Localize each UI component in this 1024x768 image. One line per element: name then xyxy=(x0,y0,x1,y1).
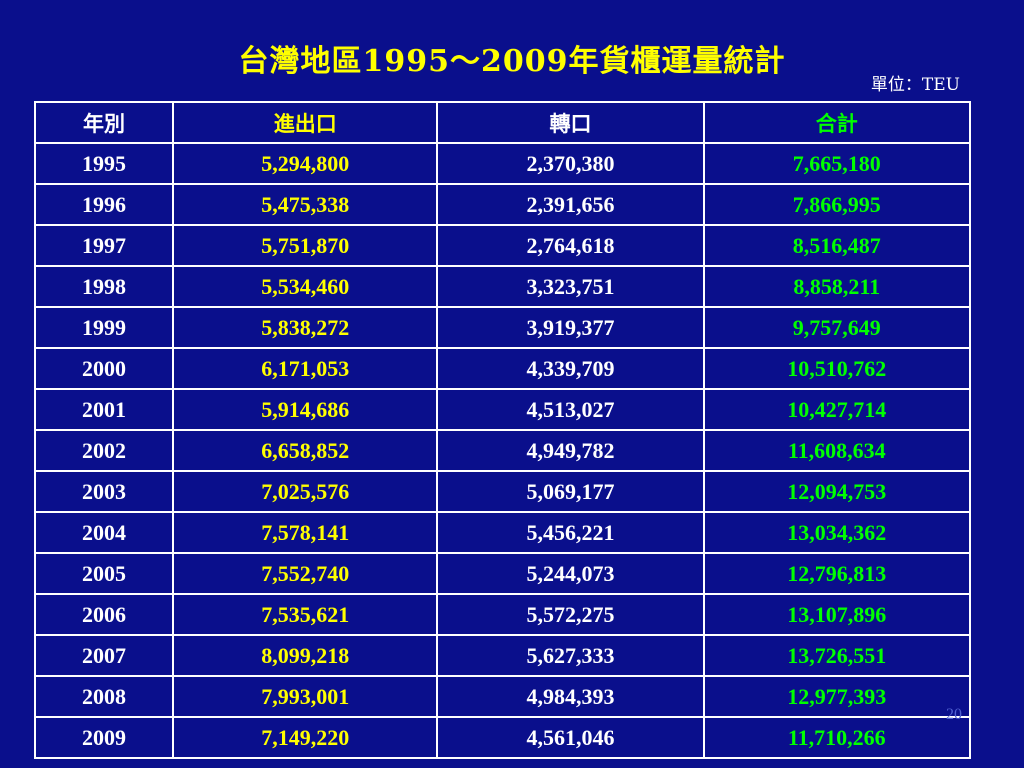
cell-total: 10,510,762 xyxy=(702,347,972,390)
cell-import-export: 7,552,740 xyxy=(172,552,439,595)
header-total: 合計 xyxy=(702,101,972,144)
cell-total: 12,094,753 xyxy=(702,470,972,513)
page-title: 台灣地區1995～2009年貨櫃運量統計 xyxy=(238,44,786,79)
cell-total: 9,757,649 xyxy=(702,306,972,349)
table-row: 1996 5,475,338 2,391,656 7,866,995 xyxy=(33,183,972,226)
cell-transship: 3,323,751 xyxy=(436,265,705,308)
cell-import-export: 6,171,053 xyxy=(172,347,439,390)
cell-year: 2003 xyxy=(33,470,175,513)
table-header-row: 年別 進出口 轉口 合計 xyxy=(33,101,972,144)
table-row: 1998 5,534,460 3,323,751 8,858,211 xyxy=(33,265,972,308)
cell-total: 11,608,634 xyxy=(702,429,972,472)
table-row: 2001 5,914,686 4,513,027 10,427,714 xyxy=(33,388,972,431)
cell-transship: 4,984,393 xyxy=(436,675,705,718)
table-row: 2006 7,535,621 5,572,275 13,107,896 xyxy=(33,593,972,636)
cell-import-export: 5,914,686 xyxy=(172,388,439,431)
header-transship: 轉口 xyxy=(436,101,705,144)
header-import-export: 進出口 xyxy=(172,101,439,144)
cell-year: 2009 xyxy=(33,716,175,759)
cell-import-export: 5,838,272 xyxy=(172,306,439,349)
cell-import-export: 5,534,460 xyxy=(172,265,439,308)
cell-transship: 5,572,275 xyxy=(436,593,705,636)
cell-import-export: 7,578,141 xyxy=(172,511,439,554)
cell-total: 10,427,714 xyxy=(702,388,972,431)
table-row: 2004 7,578,141 5,456,221 13,034,362 xyxy=(33,511,972,554)
cell-year: 1997 xyxy=(33,224,175,267)
cell-transship: 5,456,221 xyxy=(436,511,705,554)
table-row: 1999 5,838,272 3,919,377 9,757,649 xyxy=(33,306,972,349)
cell-transship: 3,919,377 xyxy=(436,306,705,349)
cell-year: 1996 xyxy=(33,183,175,226)
table-row: 2008 7,993,001 4,984,393 12,977,393 xyxy=(33,675,972,718)
cell-total: 12,977,393 xyxy=(702,675,972,718)
table-row: 2003 7,025,576 5,069,177 12,094,753 xyxy=(33,470,972,513)
header-year: 年別 xyxy=(33,101,175,144)
cell-transship: 4,561,046 xyxy=(436,716,705,759)
cell-total: 13,034,362 xyxy=(702,511,972,554)
cell-total: 13,726,551 xyxy=(702,634,972,677)
table-row: 2005 7,552,740 5,244,073 12,796,813 xyxy=(33,552,972,595)
cell-year: 2004 xyxy=(33,511,175,554)
cell-import-export: 7,993,001 xyxy=(172,675,439,718)
cell-total: 7,665,180 xyxy=(702,142,972,185)
cell-import-export: 5,475,338 xyxy=(172,183,439,226)
table-row: 2000 6,171,053 4,339,709 10,510,762 xyxy=(33,347,972,390)
cell-year: 2006 xyxy=(33,593,175,636)
cell-import-export: 7,025,576 xyxy=(172,470,439,513)
cell-year: 2007 xyxy=(33,634,175,677)
table-row: 1995 5,294,800 2,370,380 7,665,180 xyxy=(33,142,972,185)
table-row: 2007 8,099,218 5,627,333 13,726,551 xyxy=(33,634,972,677)
cell-import-export: 5,751,870 xyxy=(172,224,439,267)
unit-label: 單位：TEU xyxy=(870,75,960,95)
table-row: 2009 7,149,220 4,561,046 11,710,266 xyxy=(33,716,972,759)
cell-year: 2005 xyxy=(33,552,175,595)
cell-year: 1995 xyxy=(33,142,175,185)
cell-import-export: 7,535,621 xyxy=(172,593,439,636)
cell-year: 2002 xyxy=(33,429,175,472)
cell-total: 8,516,487 xyxy=(702,224,972,267)
cell-transship: 4,339,709 xyxy=(436,347,705,390)
cell-import-export: 8,099,218 xyxy=(172,634,439,677)
cell-year: 2008 xyxy=(33,675,175,718)
cell-transship: 4,513,027 xyxy=(436,388,705,431)
cell-total: 12,796,813 xyxy=(702,552,972,595)
cell-import-export: 6,658,852 xyxy=(172,429,439,472)
cell-year: 1998 xyxy=(33,265,175,308)
cell-year: 1999 xyxy=(33,306,175,349)
cell-transship: 5,244,073 xyxy=(436,552,705,595)
cell-transship: 2,370,380 xyxy=(436,142,705,185)
cell-import-export: 5,294,800 xyxy=(172,142,439,185)
cell-transship: 2,391,656 xyxy=(436,183,705,226)
cell-transship: 2,764,618 xyxy=(436,224,705,267)
cell-total: 13,107,896 xyxy=(702,593,972,636)
container-volume-table: 年別 進出口 轉口 合計 1995 5,294,800 2,370,380 7,665… xyxy=(33,101,972,759)
page-number: 20 xyxy=(946,706,962,723)
cell-year: 2001 xyxy=(33,388,175,431)
cell-transship: 5,069,177 xyxy=(436,470,705,513)
table-row: 1997 5,751,870 2,764,618 8,516,487 xyxy=(33,224,972,267)
cell-transship: 4,949,782 xyxy=(436,429,705,472)
cell-transship: 5,627,333 xyxy=(436,634,705,677)
cell-total: 7,866,995 xyxy=(702,183,972,226)
cell-year: 2000 xyxy=(33,347,175,390)
table-row: 2002 6,658,852 4,949,782 11,608,634 xyxy=(33,429,972,472)
cell-total: 11,710,266 xyxy=(702,716,972,759)
cell-import-export: 7,149,220 xyxy=(172,716,439,759)
cell-total: 8,858,211 xyxy=(702,265,972,308)
